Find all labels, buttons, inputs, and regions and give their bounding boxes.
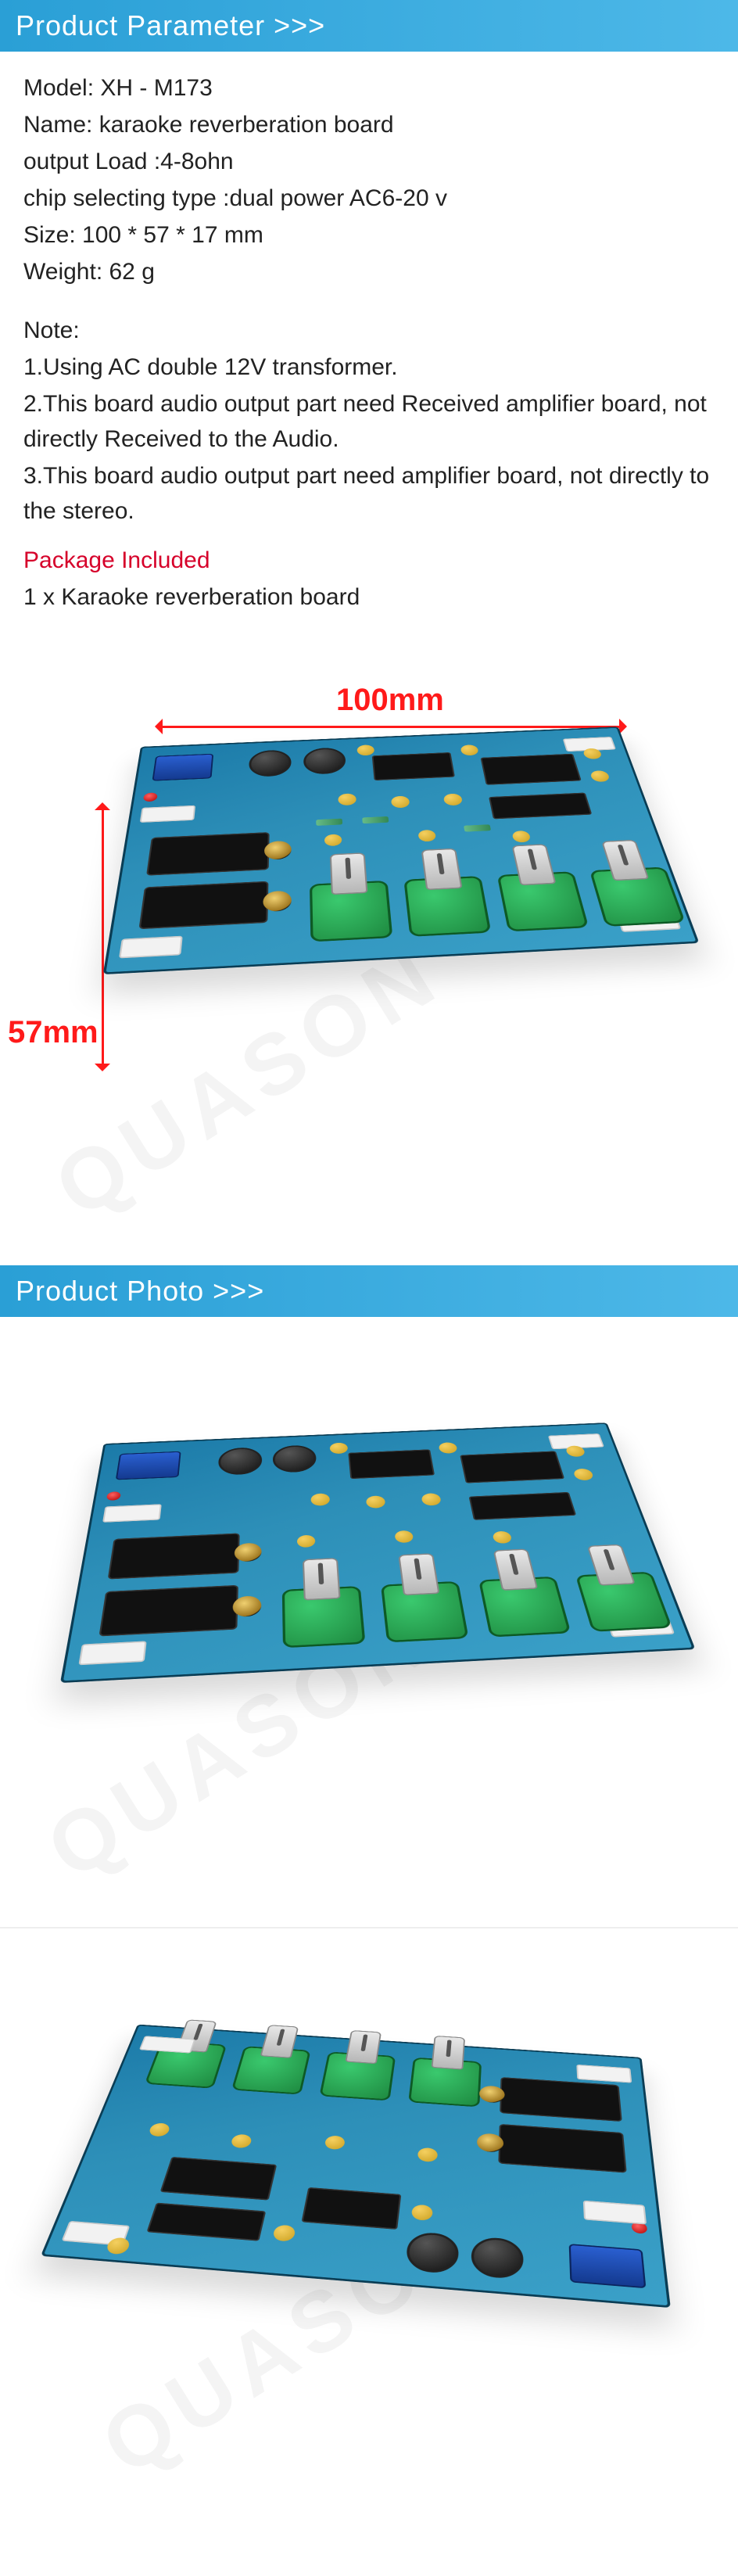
capacitor <box>324 2135 346 2150</box>
potentiometer <box>310 881 392 942</box>
capacitor <box>589 770 611 782</box>
electrolytic-cap <box>249 749 292 777</box>
section-header-photo: Product Photo >>> <box>0 1265 738 1317</box>
spec-model: Model: XH - M173 <box>23 70 715 106</box>
note-heading: Note: <box>23 313 715 348</box>
potentiometer <box>231 2046 311 2094</box>
electrolytic-cap <box>303 747 346 774</box>
ic-chip <box>146 2203 266 2241</box>
led-indicator <box>143 792 158 802</box>
terminal-block <box>152 754 213 781</box>
ic-chip <box>348 1449 435 1479</box>
pcb-board <box>60 1423 696 1683</box>
resistor <box>316 819 342 826</box>
ic-chip <box>489 792 592 819</box>
capacitor <box>394 1530 414 1543</box>
pcb-board <box>103 727 700 974</box>
capacitor <box>391 795 410 808</box>
capacitor <box>310 1493 330 1506</box>
connector <box>139 2036 195 2053</box>
section-header-parameter: Product Parameter >>> <box>0 0 738 52</box>
connector <box>576 2065 632 2083</box>
potentiometer <box>478 1577 571 1638</box>
connector <box>102 1504 162 1523</box>
capacitor <box>329 1442 348 1454</box>
capacitor <box>492 1531 513 1544</box>
product-photo-1: QUASON <box>0 1317 738 1927</box>
audio-jack <box>146 832 270 876</box>
capacitor <box>338 793 356 805</box>
capacitor <box>511 831 531 843</box>
note-3: 3.This board audio output part need ampl… <box>23 458 715 529</box>
electrolytic-cap <box>405 2231 460 2274</box>
audio-jack <box>498 2124 626 2173</box>
terminal-block <box>116 1451 181 1480</box>
connector <box>119 936 183 959</box>
capacitor <box>438 1442 457 1454</box>
audio-jack <box>99 1585 238 1637</box>
spec-chip-type: chip selecting type :dual power AC6-20 v <box>23 181 715 216</box>
electrolytic-cap <box>471 2236 524 2280</box>
package-item-1: 1 x Karaoke reverberation board <box>23 579 715 615</box>
capacitor <box>366 1495 386 1509</box>
connector <box>583 2201 647 2225</box>
dim-height-label: 57mm <box>8 1015 99 1050</box>
led-indicator <box>106 1491 121 1501</box>
audio-jack <box>138 881 268 930</box>
ic-chip <box>301 2187 401 2230</box>
capacitor <box>443 793 464 805</box>
dim-line-height <box>102 804 104 1070</box>
capacitor <box>230 2134 253 2149</box>
connector <box>78 1641 146 1665</box>
package-heading: Package Included <box>23 543 715 578</box>
capacitor <box>572 1469 594 1481</box>
spec-output-load: output Load :4-8ohn <box>23 144 715 179</box>
product-photo-2: QUASON <box>0 1928 738 2538</box>
note-1: 1.Using AC double 12V transformer. <box>23 350 715 385</box>
potentiometer <box>575 1572 672 1632</box>
spec-name: Name: karaoke reverberation board <box>23 107 715 142</box>
potentiometer <box>381 1581 469 1643</box>
spec-size: Size: 100 * 57 * 17 mm <box>23 217 715 253</box>
resistor <box>362 816 389 823</box>
capacitor <box>356 744 374 755</box>
resistor <box>464 824 491 831</box>
audio-jack <box>108 1533 240 1579</box>
ic-chip <box>469 1492 577 1520</box>
electrolytic-cap <box>218 1447 263 1476</box>
potentiometer <box>497 871 589 931</box>
note-2: 2.This board audio output part need Rece… <box>23 386 715 457</box>
spec-block: Model: XH - M173 Name: karaoke reverbera… <box>0 52 738 624</box>
potentiometer <box>319 2051 396 2101</box>
capacitor <box>297 1535 316 1548</box>
capacitor <box>148 2122 171 2137</box>
ic-chip <box>480 754 581 785</box>
connector <box>140 805 195 823</box>
capacitor <box>417 830 436 842</box>
ic-chip <box>372 752 455 780</box>
ic-chip <box>160 2157 278 2201</box>
potentiometer <box>282 1586 366 1648</box>
pcb-board <box>41 2025 671 2309</box>
audio-jack <box>500 2077 622 2122</box>
capacitor <box>324 834 342 846</box>
capacitor <box>272 2224 296 2241</box>
ic-chip <box>460 1451 564 1483</box>
capacitor <box>417 2147 439 2162</box>
electrolytic-cap <box>273 1444 317 1473</box>
product-dimension-figure: QUASON 100mm 57mm <box>0 624 738 1265</box>
spec-weight: Weight: 62 g <box>23 254 715 289</box>
potentiometer <box>589 866 686 927</box>
capacitor <box>411 2205 433 2222</box>
potentiometer <box>403 876 491 937</box>
capacitor <box>421 1493 442 1506</box>
terminal-block <box>569 2244 647 2288</box>
capacitor <box>460 744 478 755</box>
potentiometer <box>408 2058 482 2108</box>
